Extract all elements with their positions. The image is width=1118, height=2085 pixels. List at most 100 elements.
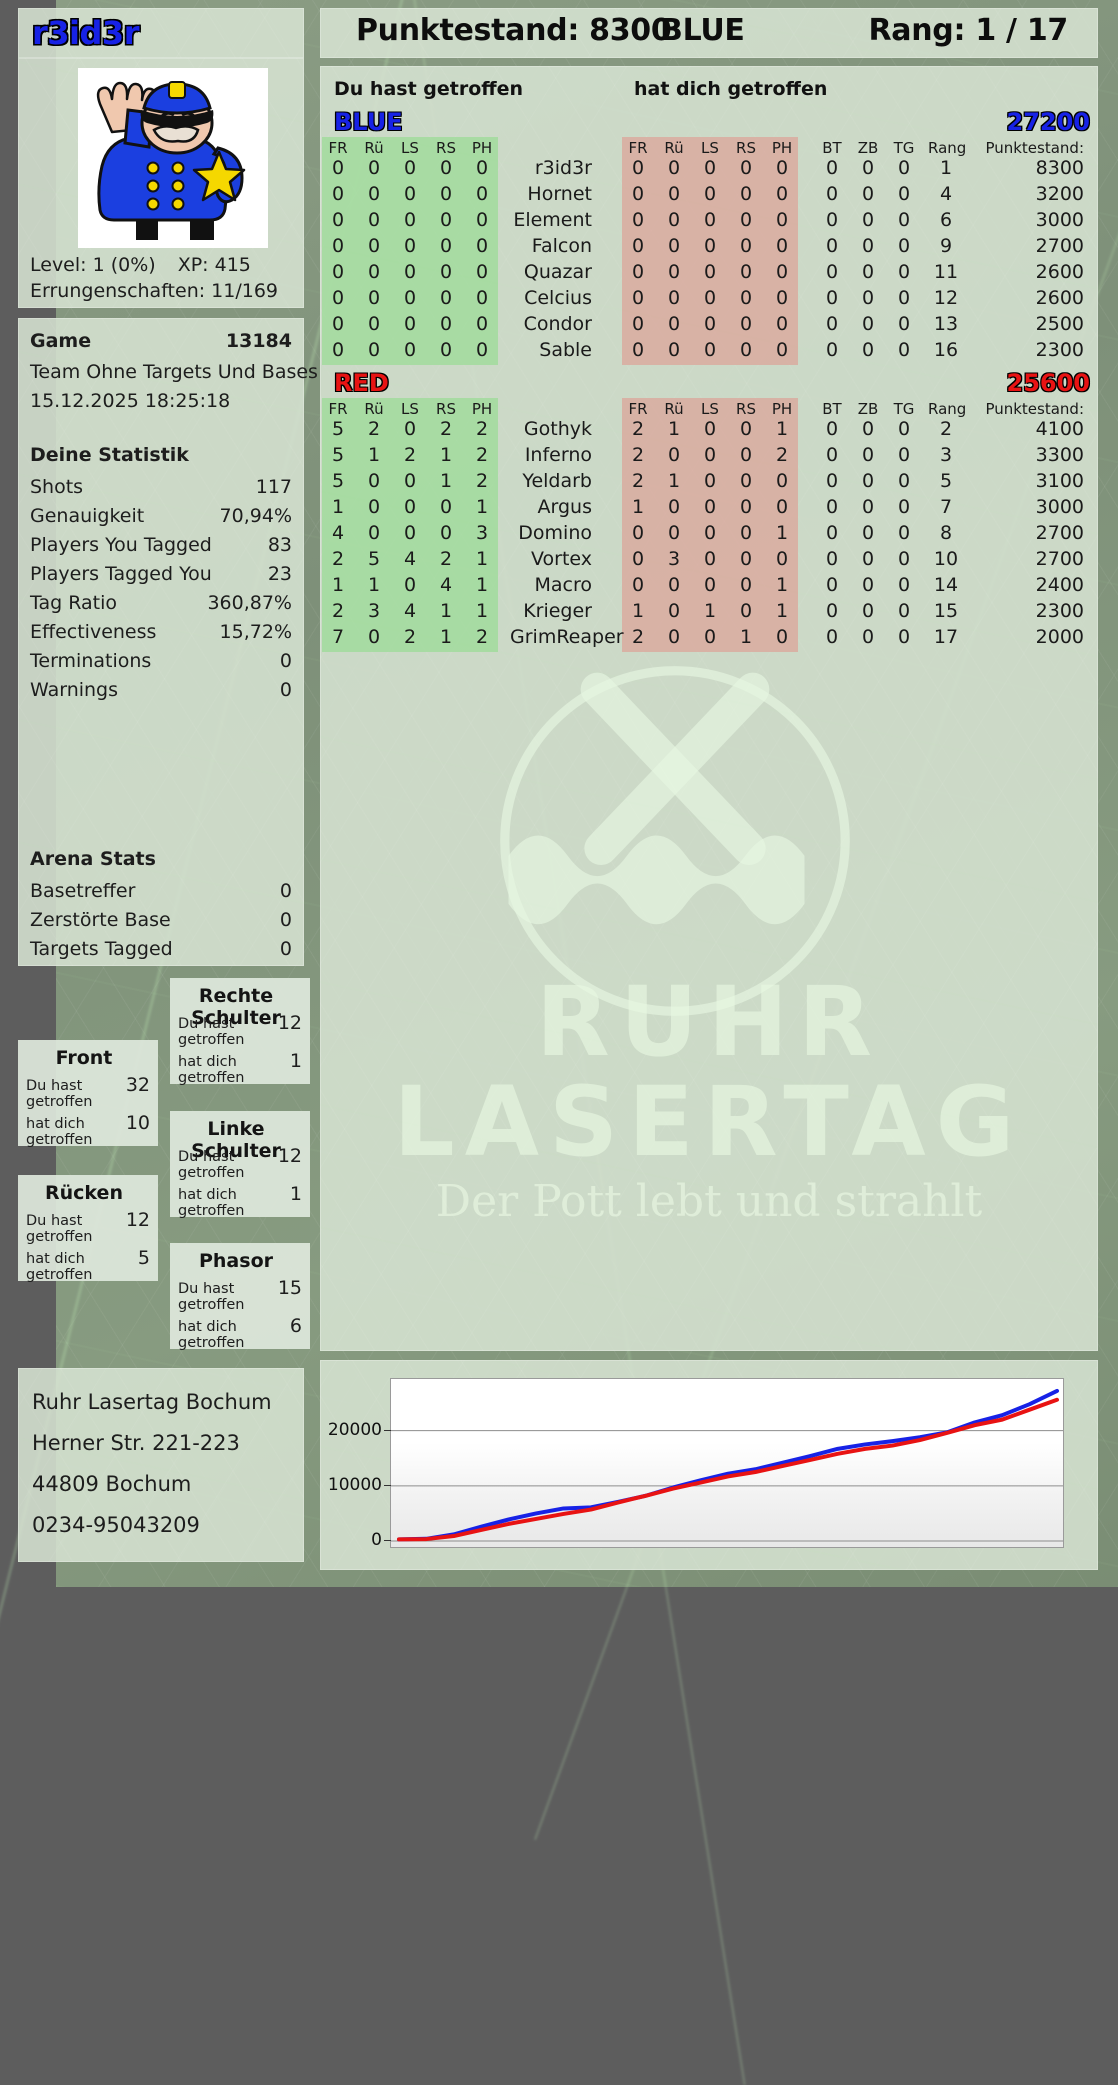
stat-label: Players Tagged You <box>30 563 212 585</box>
stat-row: Shots 117 <box>18 476 304 505</box>
table-cell: 15 <box>933 600 959 622</box>
table-cell: 1 <box>331 496 345 518</box>
table-cell: 0 <box>775 339 789 361</box>
table-cell: 0 <box>739 183 753 205</box>
table-cell: 0 <box>861 626 875 648</box>
zone-hit-row: Du hast getroffen 32 <box>26 1074 150 1110</box>
table-cell: 0 <box>667 261 681 283</box>
table-cell: 0 <box>631 313 645 335</box>
table-cell: 0 <box>897 261 911 283</box>
table-cell: 3 <box>667 548 681 570</box>
stat-label: Zerstörte Base <box>30 909 171 931</box>
address-line: Ruhr Lasertag Bochum <box>32 1390 272 1414</box>
zone-hit-value: 15 <box>277 1277 302 1299</box>
table-row-score: 2600 <box>1035 287 1084 309</box>
table-cell: 0 <box>897 209 911 231</box>
table-cell: 0 <box>403 470 417 492</box>
stat-value: 0 <box>279 679 292 701</box>
table-cell: 0 <box>775 261 789 283</box>
team-total: 27200 <box>1006 108 1091 136</box>
column-header: ZB <box>857 139 879 157</box>
zone-taken-label: hat dich getroffen <box>178 1187 245 1219</box>
table-cell: 0 <box>861 470 875 492</box>
you-hit-header: Du hast getroffen <box>334 78 524 100</box>
table-cell: 0 <box>331 339 345 361</box>
column-header: LS <box>401 139 419 157</box>
table-cell: 0 <box>439 496 453 518</box>
zone-taken-value: 1 <box>289 1183 302 1205</box>
table-cell: 0 <box>703 626 717 648</box>
table-cell: 5 <box>331 444 345 466</box>
table-cell: 0 <box>775 626 789 648</box>
column-header: RS <box>736 400 756 418</box>
table-cell: 0 <box>861 287 875 309</box>
watermark-ruhr: RUHR <box>535 966 883 1078</box>
table-cell: 0 <box>703 183 717 205</box>
table-row-score: 2600 <box>1035 261 1084 283</box>
table-cell: 0 <box>439 209 453 231</box>
table-cell: 0 <box>739 157 753 179</box>
table-cell: 4 <box>403 600 417 622</box>
zone-hit-label: Du hast getroffen <box>26 1213 93 1245</box>
body-zone-back: Rücken Du hast getroffen 12 hat dich getrof… <box>18 1175 158 1283</box>
avatar-panel: Level: 1 (0%) XP: 415 Errungenschaften: 1… <box>18 58 304 308</box>
table-cell: 0 <box>739 235 753 257</box>
table-cell: 0 <box>739 574 753 596</box>
table-cell: 0 <box>331 157 345 179</box>
table-cell: 0 <box>825 496 839 518</box>
table-cell: 1 <box>703 600 717 622</box>
table-cell: 0 <box>631 287 645 309</box>
level-value: Level: 1 (0%) <box>30 254 156 276</box>
table-cell: 0 <box>703 339 717 361</box>
body-zone-left-shoulder: Linke Schulter Du hast getroffen 12 hat dic… <box>170 1111 310 1219</box>
chart-lines <box>391 1388 1063 1542</box>
stat-label: Basetreffer <box>30 880 136 902</box>
table-cell: 0 <box>403 522 417 544</box>
table-cell: 12 <box>933 287 959 309</box>
zone-taken-value: 5 <box>137 1247 150 1269</box>
table-cell: 0 <box>861 522 875 544</box>
table-cell: 11 <box>933 261 959 283</box>
hit-you-highlight <box>622 398 798 652</box>
table-cell: 0 <box>825 418 839 440</box>
table-cell: 0 <box>897 235 911 257</box>
table-cell: 0 <box>631 548 645 570</box>
table-cell: 1 <box>631 496 645 518</box>
column-header: Rü <box>364 400 384 418</box>
table-cell: 1 <box>739 626 753 648</box>
table-cell: 0 <box>897 157 911 179</box>
column-header: RS <box>436 139 456 157</box>
chart-y-tick-mark <box>384 1484 391 1486</box>
your-stats-header: Deine Statistik <box>18 444 304 473</box>
table-cell: 2 <box>475 418 489 440</box>
table-cell: 0 <box>703 313 717 335</box>
table-cell: 0 <box>475 235 489 257</box>
table-cell: 0 <box>667 522 681 544</box>
table-cell: 0 <box>897 574 911 596</box>
table-cell: 2 <box>367 418 381 440</box>
table-row-player-name: Hornet <box>527 183 592 205</box>
game-label: Game <box>30 330 92 352</box>
column-header: LS <box>701 139 719 157</box>
table-cell: 4 <box>439 574 453 596</box>
zone-taken-row: hat dich getroffen 6 <box>178 1315 302 1351</box>
zone-taken-value: 1 <box>289 1050 302 1072</box>
column-header: Rang <box>928 139 967 157</box>
table-cell: 0 <box>825 287 839 309</box>
chart-y-tick-mark <box>384 1429 391 1431</box>
table-cell: 14 <box>933 574 959 596</box>
team-name: BLUE <box>334 108 403 136</box>
table-cell: 0 <box>775 548 789 570</box>
table-cell: 0 <box>861 444 875 466</box>
stat-label: Tag Ratio <box>30 592 117 614</box>
table-cell: 0 <box>775 496 789 518</box>
table-cell: 2 <box>439 548 453 570</box>
game-mode: Team Ohne Targets Und Bases <box>30 361 318 383</box>
table-cell: 5 <box>331 418 345 440</box>
column-header: FR <box>628 400 648 418</box>
hit-you-header: hat dich getroffen <box>634 78 828 100</box>
zone-taken-row: hat dich getroffen 1 <box>178 1183 302 1219</box>
table-cell: 0 <box>775 183 789 205</box>
table-cell: 0 <box>475 287 489 309</box>
table-cell: 0 <box>367 470 381 492</box>
